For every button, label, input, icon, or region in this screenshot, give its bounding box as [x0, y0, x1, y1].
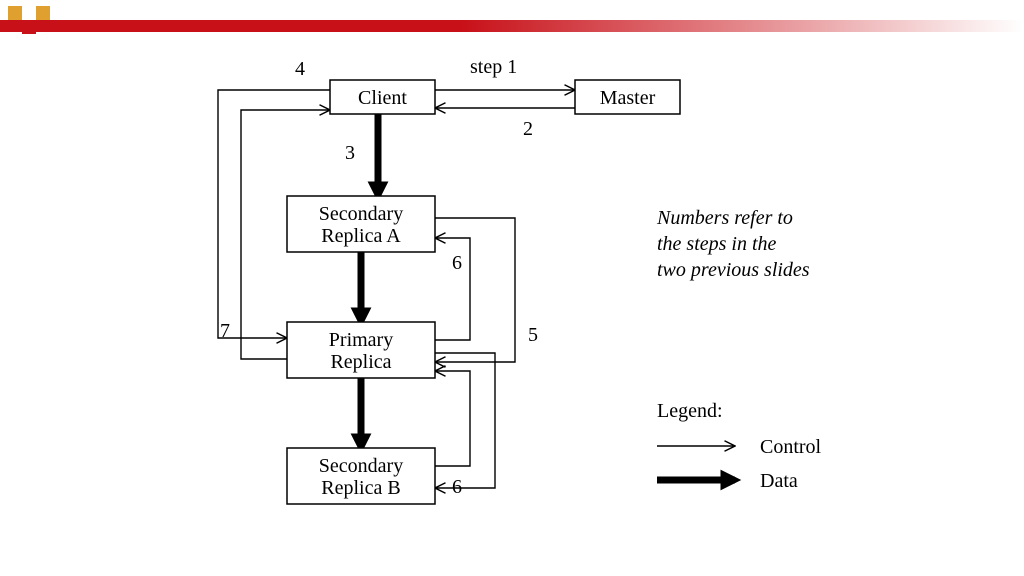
edge-e6b	[435, 371, 470, 466]
edge-e6c	[435, 353, 495, 488]
edge-label-e6b: 6	[452, 476, 462, 498]
edge-label-e2: 2	[523, 118, 533, 140]
edge-label-e4: 4	[295, 58, 305, 80]
diagram-canvas: Client Master SecondaryReplica A PrimaryRep…	[0, 0, 1024, 576]
node-label-client: Client	[358, 87, 407, 109]
edge-label-e1: step 1	[470, 56, 517, 78]
legend-title: Legend:	[657, 400, 723, 423]
node-label-secB: SecondaryReplica B	[319, 455, 403, 499]
explanatory-note: Numbers refer tothe steps in thetwo prev…	[657, 205, 810, 283]
node-label-master: Master	[600, 87, 656, 109]
edge-label-e3: 3	[345, 142, 355, 164]
legend-label-data: Data	[760, 470, 798, 492]
edge-label-e7: 7	[220, 320, 230, 342]
node-label-primary: PrimaryReplica	[329, 329, 393, 373]
legend-label-control: Control	[760, 436, 822, 458]
node-label-secA: SecondaryReplica A	[319, 203, 403, 247]
edge-label-e5: 5	[528, 324, 538, 346]
edge-label-e6a: 6	[452, 252, 462, 274]
